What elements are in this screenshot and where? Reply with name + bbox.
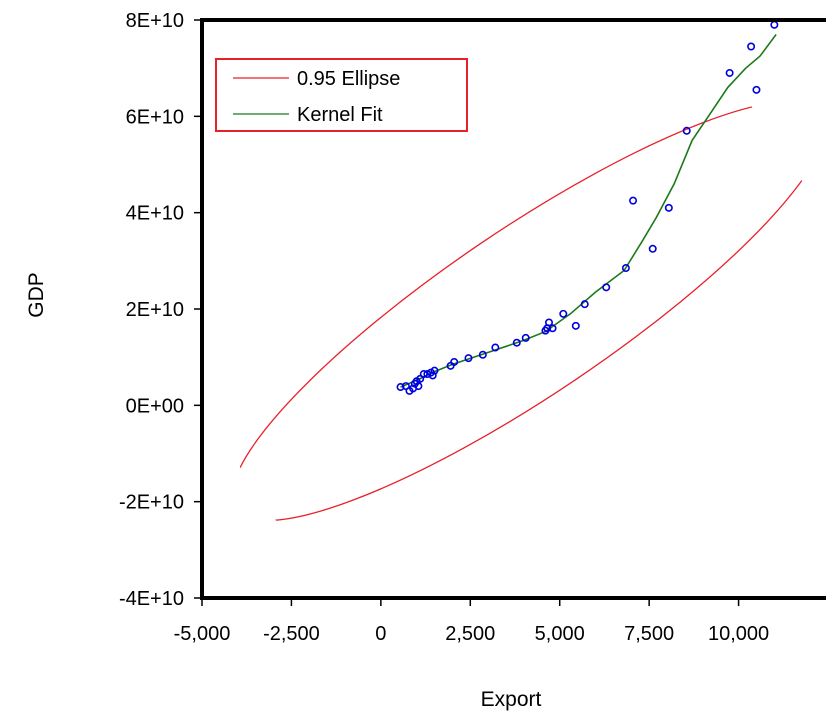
y-axis: -4E+10 -2E+10 0E+00 2E+10 4E+10 6E+10 8E+10	[119, 10, 202, 610]
data-point	[664, 203, 673, 212]
legend-label-ellipse: 0.95 Ellipse	[297, 68, 400, 90]
legend-box	[215, 58, 468, 132]
data-point	[478, 350, 487, 359]
data-point	[682, 126, 691, 135]
data-point	[752, 85, 761, 94]
legend-label-kernel: Kernel Fit	[297, 104, 383, 126]
data-point	[464, 354, 473, 363]
data-point	[428, 371, 437, 380]
x-tick-label: -2,500	[263, 623, 320, 645]
x-tick-label: 7,500	[624, 623, 674, 645]
data-point	[648, 244, 657, 253]
x-tick-label: 2,500	[445, 623, 495, 645]
data-point	[512, 338, 521, 347]
data-point	[396, 383, 405, 392]
data-point	[559, 309, 568, 318]
y-tick-label: 8E+10	[126, 10, 184, 32]
y-tick-label: 4E+10	[126, 203, 184, 225]
data-point	[602, 283, 611, 292]
data-point	[414, 382, 423, 391]
data-point	[430, 366, 439, 375]
y-tick-label: 6E+10	[126, 106, 184, 128]
data-point	[450, 357, 459, 366]
y-axis-title: GDP	[25, 272, 48, 318]
x-axis-title: Export	[481, 688, 542, 711]
y-tick-label: -4E+10	[119, 588, 184, 610]
y-tick-label: -2E+10	[119, 492, 184, 514]
x-tick-label: 0	[375, 623, 386, 645]
y-tick-label: 2E+10	[126, 299, 184, 321]
x-tick-label: 5,000	[535, 623, 585, 645]
legend: 0.95 Ellipse Kernel Fit	[215, 58, 468, 132]
data-point	[521, 333, 530, 342]
x-axis: -5,000 -2,500 0 2,500 5,000 7,500 10,000	[174, 598, 769, 645]
y-tick-label: 0E+00	[126, 395, 184, 417]
data-point	[621, 264, 630, 273]
data-point	[725, 68, 734, 77]
data-point	[419, 370, 428, 379]
data-point	[770, 20, 779, 29]
data-point	[747, 42, 756, 51]
data-point	[544, 318, 553, 327]
data-point	[629, 196, 638, 205]
data-point	[548, 324, 557, 333]
data-point	[571, 321, 580, 330]
data-point	[580, 300, 589, 309]
x-tick-label: -5,000	[174, 623, 231, 645]
data-point	[491, 343, 500, 352]
x-tick-label: 10,000	[708, 623, 769, 645]
